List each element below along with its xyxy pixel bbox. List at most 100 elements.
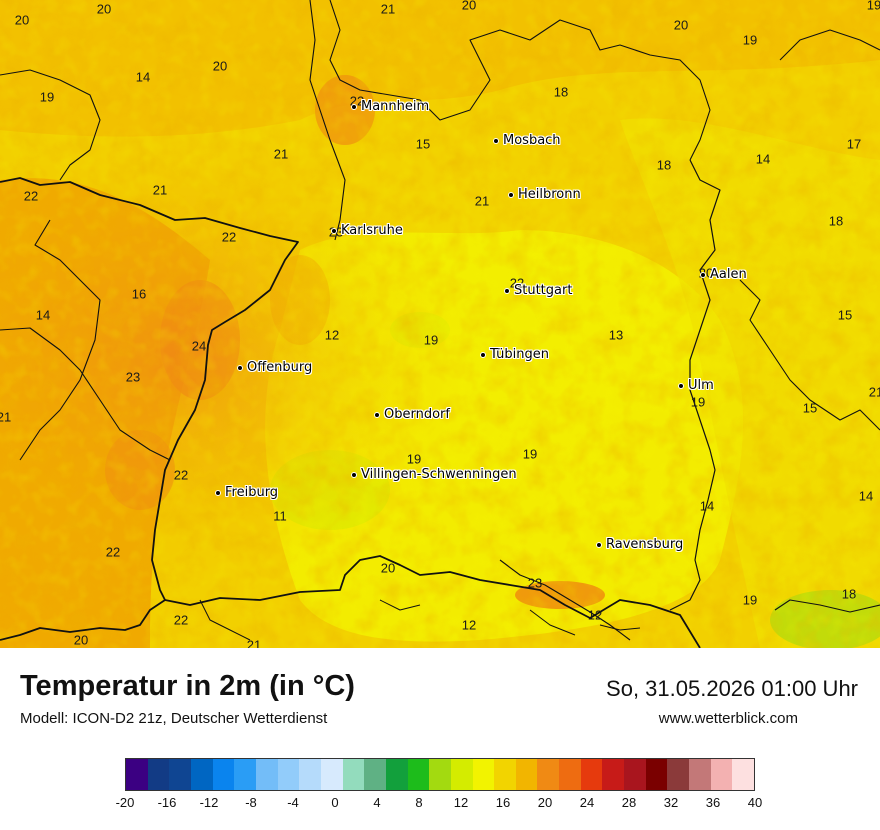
color-swatch bbox=[602, 759, 625, 790]
scale-tick-label: 12 bbox=[453, 795, 469, 810]
map-value: 18 bbox=[841, 586, 857, 602]
map-value: 20 bbox=[14, 12, 30, 28]
color-swatch bbox=[126, 759, 148, 790]
map-footer: Temperatur in 2m (in °C) Modell: ICON-D2… bbox=[0, 648, 880, 830]
color-swatch bbox=[342, 759, 365, 790]
state-border-west bbox=[0, 177, 299, 641]
color-swatch bbox=[407, 759, 430, 790]
color-swatch bbox=[689, 759, 711, 790]
color-swatch bbox=[429, 759, 451, 790]
city-dot bbox=[351, 472, 357, 478]
city-dot bbox=[331, 228, 337, 234]
map-value: 19 bbox=[39, 89, 55, 105]
map-value: 22 bbox=[173, 467, 189, 483]
border-lines bbox=[0, 0, 880, 648]
color-swatch bbox=[364, 759, 386, 790]
website-link[interactable]: www.wetterblick.com bbox=[658, 710, 798, 727]
city-dot bbox=[504, 288, 510, 294]
map-value: 19 bbox=[423, 332, 439, 348]
map-value: 22 bbox=[173, 612, 189, 628]
city-label: Mannheim bbox=[361, 99, 430, 114]
city-label: Tübingen bbox=[490, 347, 549, 362]
scale-tick-label: 20 bbox=[537, 795, 553, 810]
scale-tick-label: 16 bbox=[495, 795, 511, 810]
color-swatch bbox=[277, 759, 300, 790]
temperature-field bbox=[0, 0, 880, 648]
scale-tick-label: 36 bbox=[705, 795, 721, 810]
color-swatch bbox=[320, 759, 343, 790]
east-border-2 bbox=[739, 279, 880, 431]
swiss-border bbox=[164, 555, 701, 648]
north-border-2 bbox=[309, 0, 346, 241]
color-swatch bbox=[147, 759, 170, 790]
city-dot bbox=[374, 412, 380, 418]
color-swatch bbox=[515, 759, 538, 790]
map-value: 12 bbox=[587, 607, 603, 623]
map-value: 24 bbox=[191, 338, 207, 354]
color-swatch bbox=[580, 759, 603, 790]
color-swatch bbox=[624, 759, 646, 790]
city-label: Mosbach bbox=[503, 133, 561, 148]
model-info: Modell: ICON-D2 21z, Deutscher Wetterdie… bbox=[20, 710, 328, 727]
city-label: Villingen-Schwenningen bbox=[361, 467, 517, 482]
map-value: 23 bbox=[125, 369, 141, 385]
color-swatch bbox=[190, 759, 213, 790]
city-label: Oberndorf bbox=[384, 407, 450, 422]
east-border bbox=[779, 29, 880, 61]
city-label: Aalen bbox=[710, 267, 747, 282]
map-value: 20 bbox=[96, 1, 112, 17]
scale-tick-label: 28 bbox=[621, 795, 637, 810]
east-border-3 bbox=[774, 599, 880, 613]
map-value: 18 bbox=[828, 213, 844, 229]
color-swatch bbox=[212, 759, 235, 790]
texture-cool bbox=[0, 0, 880, 648]
scale-tick-label: -20 bbox=[115, 795, 135, 810]
city-label: Ravensburg bbox=[606, 537, 684, 552]
color-scale-ticks: -20 -16 -12 -8 -4 0 4 8 12 16 20 24 28 32 36 40 bbox=[116, 793, 763, 813]
map-value: 18 bbox=[656, 157, 672, 173]
map-value: 21 bbox=[474, 193, 490, 209]
swiss-inner bbox=[199, 599, 641, 641]
city-label: Stuttgart bbox=[514, 283, 573, 298]
city-dot bbox=[493, 138, 499, 144]
map-value: 14 bbox=[755, 151, 771, 167]
city-label: Heilbronn bbox=[518, 187, 581, 202]
map-value: 20 bbox=[673, 17, 689, 33]
scale-tick-label: 0 bbox=[331, 795, 339, 810]
city-label: Ulm bbox=[688, 378, 714, 393]
map-value: 14 bbox=[35, 307, 51, 323]
map-value: 19 bbox=[690, 394, 706, 410]
north-border bbox=[329, 0, 711, 161]
city-dot bbox=[596, 542, 602, 548]
map-value: 15 bbox=[415, 136, 431, 152]
map-value: 12 bbox=[461, 617, 477, 633]
color-swatch bbox=[667, 759, 690, 790]
scale-tick-label: -4 bbox=[287, 795, 299, 810]
color-scale-bar bbox=[125, 758, 755, 791]
map-value: 22 bbox=[105, 544, 121, 560]
pfalz-border bbox=[0, 69, 101, 181]
scale-tick-label: 4 bbox=[373, 795, 381, 810]
map-value: 14 bbox=[135, 69, 151, 85]
color-swatch bbox=[732, 759, 755, 790]
map-value: 20 bbox=[212, 58, 228, 74]
map-value: 19 bbox=[742, 32, 758, 48]
map-value: 23 bbox=[527, 575, 543, 591]
map-title: Temperatur in 2m (in °C) bbox=[20, 670, 355, 702]
city-label: Karlsruhe bbox=[341, 223, 403, 238]
scale-tick-label: 32 bbox=[663, 795, 679, 810]
color-swatch bbox=[450, 759, 473, 790]
city-label: Freiburg bbox=[225, 485, 279, 500]
map-value: 22 bbox=[509, 275, 525, 291]
color-swatch bbox=[559, 759, 581, 790]
city-dot bbox=[700, 272, 706, 278]
color-swatch bbox=[299, 759, 321, 790]
color-swatch bbox=[385, 759, 408, 790]
color-swatch bbox=[645, 759, 668, 790]
city-dot bbox=[508, 192, 514, 198]
map-value: 21 bbox=[868, 384, 880, 400]
alsace-border bbox=[0, 327, 171, 461]
scale-tick-label: -12 bbox=[199, 795, 219, 810]
temperature-map[interactable]: 20 20 21 20 19 20 19 14 20 19 22 18 15 1… bbox=[0, 0, 880, 648]
map-value: 11 bbox=[273, 508, 287, 524]
